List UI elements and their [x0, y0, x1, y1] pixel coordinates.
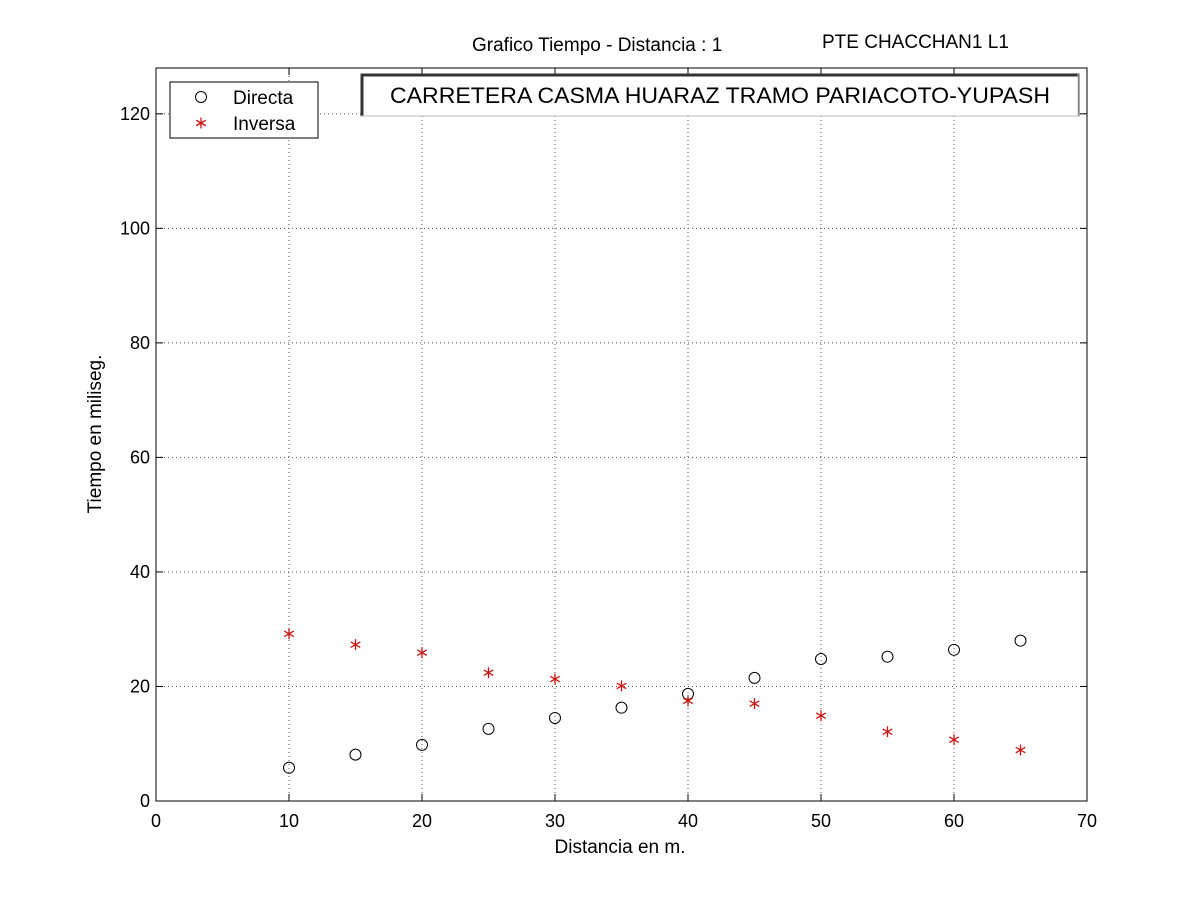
inversa-point	[549, 673, 561, 685]
y-tick-label: 60	[130, 447, 150, 467]
axis-ticks: 0 10 20 30 40 50 60 70 0 20 40 60 80 100 120	[120, 68, 1097, 831]
directa-point	[416, 738, 428, 751]
directa-point	[283, 761, 295, 774]
y-tick-label: 80	[130, 333, 150, 353]
x-tick-label: 30	[545, 811, 565, 831]
x-tick-label: 0	[151, 811, 161, 831]
inversa-point	[616, 680, 627, 692]
directa-point	[948, 643, 960, 656]
x-tick-label: 40	[678, 811, 698, 831]
legend-inversa-label: Inversa	[233, 114, 296, 135]
directa-point	[549, 711, 561, 724]
chart-title: Grafico Tiempo - Distancia : 1	[472, 35, 722, 56]
y-tick-label: 40	[130, 562, 150, 582]
project-banner: CARRETERA CASMA HUARAZ TRAMO PARIACOTO-Y…	[360, 73, 1080, 117]
y-tick-label: 0	[140, 791, 150, 811]
legend-directa-label: Directa	[233, 88, 294, 109]
y-tick-label: 20	[130, 676, 150, 696]
x-tick-label: 10	[279, 811, 299, 831]
inversa-point	[483, 667, 494, 679]
inversa-point	[882, 726, 893, 738]
legend: Directa Inversa	[169, 81, 319, 139]
inversa-point	[948, 734, 960, 746]
legend-star-glyph	[195, 117, 207, 129]
data-points	[283, 628, 1027, 774]
inversa-point	[283, 628, 295, 640]
x-tick-label: 70	[1077, 811, 1097, 831]
x-tick-label: 60	[944, 811, 964, 831]
directa-point	[349, 748, 362, 761]
directa-point	[815, 652, 827, 665]
directa-point	[1014, 634, 1027, 647]
inversa-point	[350, 639, 361, 651]
legend-inversa-marker	[195, 117, 207, 129]
chart-subtitle: PTE CHACCHAN1 L1	[822, 32, 1009, 53]
directa-point	[748, 671, 761, 684]
banner-text: CARRETERA CASMA HUARAZ TRAMO PARIACOTO-Y…	[390, 83, 1050, 108]
directa-point	[482, 722, 495, 735]
x-tick-label: 20	[412, 811, 432, 831]
y-tick-label: 120	[120, 104, 150, 124]
x-tick-label: 50	[811, 811, 831, 831]
inversa-point	[682, 695, 694, 707]
plot-area	[155, 67, 1088, 802]
inversa-point	[749, 698, 760, 710]
inversa-point	[815, 710, 827, 722]
y-tick-label: 100	[120, 218, 150, 238]
legend-directa-marker	[195, 91, 207, 103]
directa-point	[881, 650, 894, 663]
x-axis-label: Distancia en m.	[555, 837, 686, 858]
inversa-point	[416, 647, 428, 659]
y-axis-label: Tiempo en miliseg.	[85, 355, 106, 514]
directa-point	[615, 701, 628, 714]
inversa-point	[1015, 744, 1026, 756]
